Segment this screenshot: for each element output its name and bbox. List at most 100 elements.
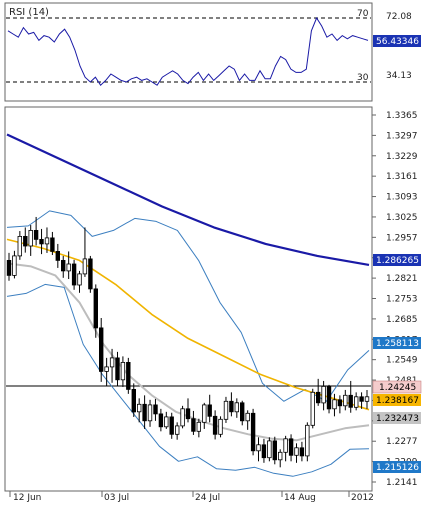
x-label-03-jul: 03 Jul — [104, 493, 129, 503]
candle-body — [12, 255, 17, 276]
candle-body — [229, 400, 234, 413]
candle-down — [185, 398, 191, 423]
candle-up — [332, 393, 337, 417]
candle-body — [294, 447, 299, 456]
candle-down — [142, 395, 147, 429]
candle-down — [169, 412, 174, 439]
candle-down — [6, 252, 12, 281]
candle-body — [326, 385, 332, 410]
candle-body — [305, 424, 310, 457]
rsi-series-layer — [7, 16, 369, 86]
candle-body — [256, 444, 261, 452]
candle-up — [202, 402, 207, 429]
candle-down — [99, 317, 104, 382]
candle-body — [212, 415, 218, 435]
candle-up — [12, 250, 17, 279]
candle-up — [305, 422, 310, 462]
candle-down — [71, 259, 77, 290]
price-tick-label: 1.3093 — [386, 193, 418, 203]
rsi-title: RSI (14) — [9, 7, 49, 18]
rsi-axis-tick-lower: 34.13 — [386, 71, 412, 81]
price-frame — [4, 106, 373, 492]
price-tick-label: 1.2549 — [386, 356, 418, 366]
price-tick-label: 1.3229 — [386, 152, 418, 162]
rsi-frame — [4, 2, 373, 102]
price-tick-label: 1.3297 — [386, 131, 418, 141]
candle-up — [109, 348, 115, 383]
candle-body — [288, 438, 294, 456]
candle-body — [267, 440, 272, 459]
candle-body — [196, 421, 201, 432]
candle-down — [158, 408, 164, 432]
candle-body — [207, 404, 212, 417]
candle-up — [245, 410, 250, 430]
candle-body — [348, 394, 353, 408]
candle-up — [353, 392, 359, 411]
candle-body — [28, 229, 33, 247]
rsi-current-badge — [373, 35, 421, 47]
candle-down — [239, 400, 245, 426]
price-tick-label: 1.2141 — [386, 478, 418, 488]
rsi-level-label-30: 30 — [357, 73, 369, 83]
price-tick-label: 1.2957 — [386, 233, 418, 243]
candle-up — [104, 357, 109, 387]
candle-up — [343, 389, 348, 411]
candle-body — [131, 388, 136, 413]
candle-down — [315, 378, 321, 406]
candle-down — [126, 357, 131, 394]
candle-body — [99, 327, 104, 372]
candle-body — [71, 263, 77, 286]
candle-up — [364, 389, 370, 409]
candle-body — [164, 416, 169, 428]
candle-body — [315, 391, 321, 404]
candle-up — [196, 418, 201, 438]
candle-body — [93, 288, 98, 329]
candle-up — [180, 405, 185, 429]
candle-body — [104, 366, 109, 372]
candle-body — [234, 402, 239, 413]
candle-up — [147, 399, 153, 427]
candle-down — [326, 384, 332, 414]
candle-down — [191, 410, 196, 435]
rsi-axis-tick-upper: 72.08 — [386, 12, 412, 22]
candle-body — [272, 440, 277, 461]
candle-body — [353, 396, 359, 408]
candle-body — [66, 263, 71, 272]
candle-down — [23, 227, 28, 253]
candle-down — [50, 231, 55, 256]
rsi-level-label-70: 70 — [357, 9, 369, 19]
candle-body — [153, 404, 158, 415]
candle-body — [120, 361, 126, 381]
candle-body — [299, 447, 305, 457]
candle-down — [359, 392, 364, 409]
price-tick-label: 1.2277 — [386, 437, 418, 447]
candle-body — [364, 396, 370, 402]
price-tick-label: 1.2685 — [386, 315, 418, 325]
sma-mid-badge-label: 1.238167 — [376, 396, 419, 406]
candle-down — [272, 436, 277, 465]
x-label-24-jul: 24 Jul — [195, 493, 220, 503]
candle-down — [207, 394, 212, 423]
candle-body — [44, 237, 50, 245]
sma-long-badge — [373, 254, 421, 266]
candle-layer — [6, 216, 370, 468]
candle-body — [250, 412, 256, 452]
x-label-12-jun: 12 Jun — [13, 493, 41, 503]
candle-up — [136, 398, 142, 423]
candle-body — [261, 444, 267, 459]
price-tick-label: 1.2753 — [386, 295, 418, 305]
bollinger-lower-line — [6, 283, 370, 477]
rsi-line — [7, 16, 369, 86]
candle-body — [109, 357, 115, 368]
candle-up — [164, 411, 169, 429]
bollinger-upper-badge — [373, 337, 421, 349]
candle-body — [147, 404, 153, 422]
x-label-14-aug: 14 Aug — [284, 493, 316, 503]
bollinger-middle-badge-label: 1.232473 — [376, 414, 419, 424]
candle-body — [169, 416, 174, 435]
bollinger-middle-badge — [373, 412, 421, 424]
candle-body — [82, 258, 88, 275]
candle-body — [115, 357, 120, 381]
candle-body — [245, 412, 250, 422]
candle-down — [250, 408, 256, 456]
